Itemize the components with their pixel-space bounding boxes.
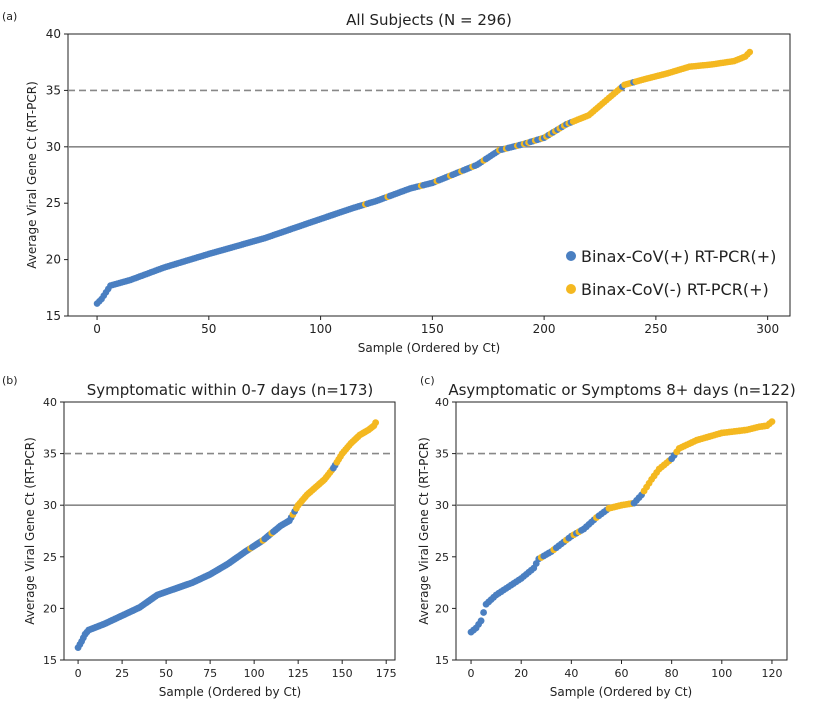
x-tick-label: 0 <box>75 667 82 680</box>
y-tick-label: 20 <box>46 253 61 267</box>
x-tick-label: 25 <box>115 667 129 680</box>
y-tick-label: 40 <box>435 396 449 409</box>
x-tick-label: 40 <box>564 667 578 680</box>
x-tick-label: 150 <box>421 322 444 336</box>
panel-b-axes-frame <box>63 401 396 661</box>
panel-c-y-axis-label: Average Viral Gene Ct (RT-PCR) <box>417 437 431 625</box>
y-tick-label: 20 <box>43 602 57 615</box>
point-binax-negative <box>372 419 380 427</box>
panel-c-asymptomatic-8plus: (c) Asymptomatic or Symptoms 8+ days (n=… <box>417 374 796 699</box>
panel-b-y-axis-label: Average Viral Gene Ct (RT-PCR) <box>23 437 37 625</box>
x-tick-label: 0 <box>468 667 475 680</box>
panel-b-label: (b) <box>2 374 18 387</box>
y-tick-label: 35 <box>43 448 57 461</box>
y-tick-label: 40 <box>43 396 57 409</box>
panel-a-all-subjects: (a) All Subjects (N = 296) 0 50 100 150 200 2… <box>2 10 791 355</box>
y-tick-label: 35 <box>435 448 449 461</box>
panel-a-title: All Subjects (N = 296) <box>346 11 512 29</box>
panel-c-y-ticks: 15 20 25 30 35 40 <box>435 396 456 667</box>
legend-marker-positive <box>566 251 576 261</box>
y-tick-label: 15 <box>43 654 57 667</box>
panel-a-label: (a) <box>2 10 17 23</box>
panel-c-title: Asymptomatic or Symptoms 8+ days (n=122) <box>448 381 795 399</box>
panel-c-points <box>467 418 776 636</box>
x-tick-label: 20 <box>514 667 528 680</box>
y-tick-label: 25 <box>46 196 61 210</box>
panel-b-x-axis-label: Sample (Ordered by Ct) <box>159 685 301 699</box>
panel-a-axes-frame <box>67 33 791 317</box>
x-tick-label: 300 <box>756 322 779 336</box>
y-tick-label: 25 <box>43 551 57 564</box>
panel-a-x-axis-label: Sample (Ordered by Ct) <box>358 341 500 355</box>
panel-a-y-ticks: 15 20 25 30 35 40 <box>46 27 68 323</box>
y-tick-label: 20 <box>435 602 449 615</box>
x-tick-label: 100 <box>244 667 265 680</box>
x-tick-label: 175 <box>376 667 397 680</box>
legend-marker-negative <box>566 284 576 294</box>
panel-b-points <box>74 419 380 652</box>
panel-b-symptomatic-0-7: (b) Symptomatic within 0-7 days (n=173) … <box>2 374 397 699</box>
x-tick-label: 120 <box>761 667 782 680</box>
x-tick-label: 60 <box>615 667 629 680</box>
x-tick-label: 150 <box>332 667 353 680</box>
x-tick-label: 100 <box>309 322 332 336</box>
panel-a-x-ticks: 0 50 100 150 200 250 300 <box>93 316 779 336</box>
point-binax-positive <box>480 609 487 616</box>
y-tick-label: 25 <box>435 551 449 564</box>
y-tick-label: 30 <box>46 140 61 154</box>
x-tick-label: 50 <box>201 322 216 336</box>
y-tick-label: 15 <box>435 654 449 667</box>
x-tick-label: 0 <box>93 322 101 336</box>
y-tick-label: 40 <box>46 27 61 41</box>
x-tick-label: 250 <box>644 322 667 336</box>
panel-c-label: (c) <box>420 374 435 387</box>
panel-a-points <box>93 48 754 307</box>
x-tick-label: 80 <box>665 667 679 680</box>
panel-c-reference-lines <box>456 452 787 507</box>
panel-c-x-ticks: 0 20 40 60 80 100 120 <box>468 660 782 680</box>
x-tick-label: 125 <box>288 667 309 680</box>
panel-c-axes-frame <box>455 401 788 661</box>
x-tick-label: 75 <box>203 667 217 680</box>
panel-b-x-ticks: 0 25 50 75 100 125 150 175 <box>75 660 397 680</box>
panel-a-y-axis-label: Average Viral Gene Ct (RT-PCR) <box>25 81 39 269</box>
y-tick-label: 30 <box>435 499 449 512</box>
y-tick-label: 30 <box>43 499 57 512</box>
legend-label-positive: Binax-CoV(+) RT-PCR(+) <box>581 247 776 266</box>
panel-c-x-axis-label: Sample (Ordered by Ct) <box>550 685 692 699</box>
point-binax-negative <box>768 418 776 426</box>
x-tick-label: 200 <box>533 322 556 336</box>
panel-b-reference-lines <box>64 452 395 507</box>
panel-b-title: Symptomatic within 0-7 days (n=173) <box>87 381 374 399</box>
y-tick-label: 35 <box>46 83 61 97</box>
point-binax-negative <box>746 48 754 56</box>
legend: Binax-CoV(+) RT-PCR(+) Binax-CoV(-) RT-P… <box>566 247 776 299</box>
panel-a-reference-lines <box>68 89 790 148</box>
panel-b-y-ticks: 15 20 25 30 35 40 <box>43 396 64 667</box>
legend-label-negative: Binax-CoV(-) RT-PCR(+) <box>581 280 769 299</box>
y-tick-label: 15 <box>46 309 61 323</box>
x-tick-label: 100 <box>711 667 732 680</box>
point-binax-positive <box>477 617 485 625</box>
x-tick-label: 50 <box>159 667 173 680</box>
